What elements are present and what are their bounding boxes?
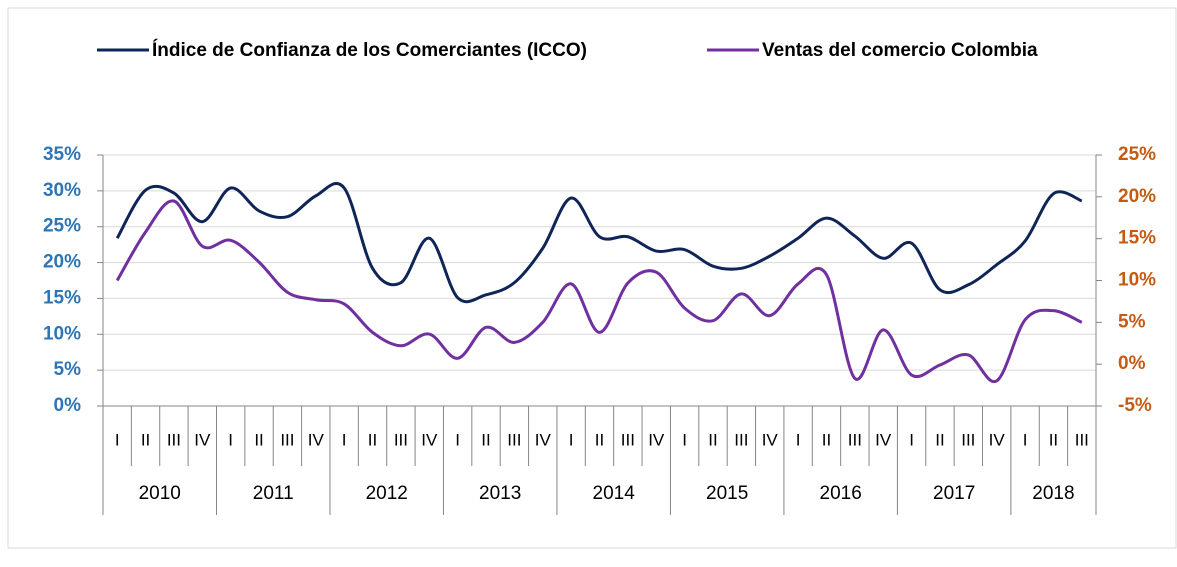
y-tick-label: 0% (54, 395, 82, 416)
y-tick-label: 30% (43, 180, 81, 201)
x-tick-label: I (1023, 430, 1028, 449)
x-group-label: 2016 (820, 483, 862, 504)
x-tick-label: III (394, 430, 408, 449)
x-group-label: 2018 (1032, 483, 1074, 504)
series-line (115, 181, 1083, 304)
y-tick-label: 25% (43, 216, 81, 237)
x-group-label: 2011 (253, 483, 294, 504)
x-tick-label: I (796, 430, 801, 449)
x-tick-label: III (507, 430, 521, 449)
x-tick-label: II (822, 430, 831, 449)
x-tick-label: III (167, 430, 181, 449)
y2-tick-label: 20% (1118, 186, 1156, 207)
chart-frame (7, 7, 1177, 549)
x-tick-label: I (228, 430, 233, 449)
y2-tick-label: 25% (1118, 144, 1156, 165)
y2-tick-label: 10% (1118, 270, 1156, 291)
x-tick-label: III (1075, 430, 1089, 449)
legend-label: Índice de Confianza de los Comerciantes … (152, 39, 587, 61)
x-group-label: 2015 (706, 483, 748, 504)
y-tick-label: 35% (43, 144, 81, 165)
x-tick-label: IV (989, 430, 1006, 449)
x-tick-label: IV (421, 430, 438, 449)
x-tick-label: IV (875, 430, 892, 449)
y-tick-label: 20% (43, 252, 81, 273)
x-tick-label: II (254, 430, 263, 449)
x-tick-label: III (621, 430, 635, 449)
x-tick-label: I (342, 430, 347, 449)
x-tick-label: II (708, 430, 717, 449)
x-tick-label: I (909, 430, 914, 449)
series-line (115, 199, 1083, 384)
x-tick-label: IV (762, 430, 779, 449)
y-tick-label: 5% (54, 359, 82, 380)
y-tick-label: 10% (43, 323, 81, 344)
x-tick-label: I (455, 430, 460, 449)
x-tick-label: IV (194, 430, 211, 449)
x-group-label: 2013 (479, 483, 521, 504)
x-tick-label: II (595, 430, 604, 449)
x-tick-label: II (481, 430, 490, 449)
x-tick-label: I (569, 430, 574, 449)
y2-tick-label: -5% (1118, 395, 1152, 416)
y2-tick-label: 5% (1118, 311, 1146, 332)
x-tick-label: IV (648, 430, 665, 449)
x-tick-label: II (368, 430, 377, 449)
x-tick-label: II (141, 430, 150, 449)
x-group-label: 2012 (366, 483, 408, 504)
x-tick-label: IV (308, 430, 325, 449)
x-tick-label: IV (535, 430, 552, 449)
x-tick-label: I (115, 430, 120, 449)
x-tick-label: III (961, 430, 975, 449)
y-tick-label: 15% (43, 287, 81, 308)
y2-tick-label: 0% (1118, 353, 1146, 374)
x-tick-label: II (935, 430, 944, 449)
x-group-label: 2017 (933, 483, 975, 504)
x-tick-label: III (848, 430, 862, 449)
x-tick-label: II (1049, 430, 1058, 449)
x-tick-label: III (734, 430, 748, 449)
x-tick-label: III (280, 430, 294, 449)
x-tick-label: I (682, 430, 687, 449)
y2-tick-label: 15% (1118, 228, 1156, 249)
x-group-label: 2010 (139, 483, 181, 504)
x-group-label: 2014 (593, 483, 636, 504)
legend-label: Ventas del comercio Colombia (762, 40, 1038, 61)
